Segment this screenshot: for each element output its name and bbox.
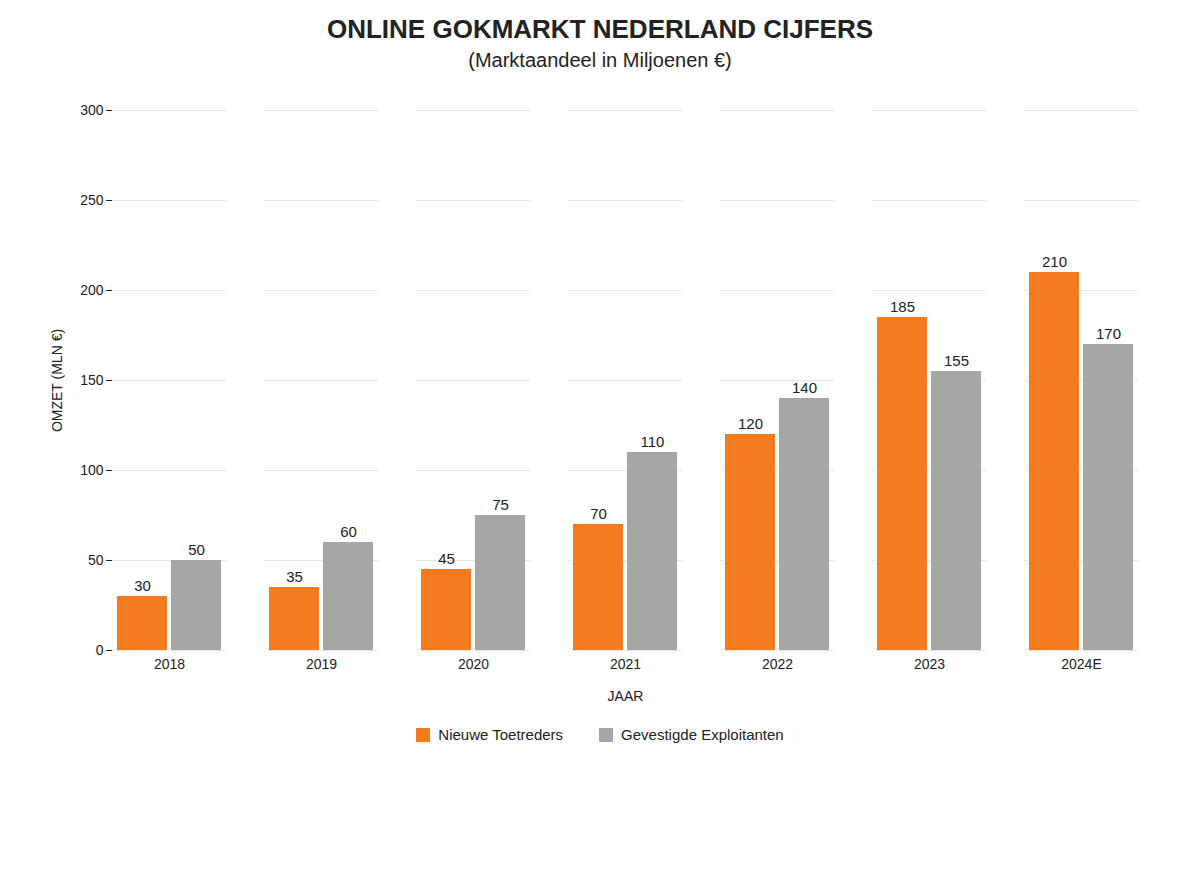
svg-text:50: 50 bbox=[88, 552, 104, 568]
svg-text:2022: 2022 bbox=[762, 656, 793, 672]
svg-text:2023: 2023 bbox=[914, 656, 945, 672]
svg-text:JAAR: JAAR bbox=[608, 688, 644, 704]
svg-text:35: 35 bbox=[286, 568, 303, 585]
svg-text:2019: 2019 bbox=[306, 656, 337, 672]
svg-text:30: 30 bbox=[134, 577, 151, 594]
svg-text:110: 110 bbox=[641, 433, 665, 450]
html-text:ONLINE GOKMARKT NEDERLAND CIJF: ONLINE GOKMARKT NEDERLAND CIJFERS bbox=[327, 14, 873, 44]
svg-text:300: 300 bbox=[80, 102, 104, 118]
svg-text:170: 170 bbox=[1096, 325, 1121, 342]
svg-text:2020: 2020 bbox=[458, 656, 489, 672]
svg-text:45: 45 bbox=[438, 550, 455, 567]
svg-text:50: 50 bbox=[188, 541, 205, 558]
svg-text:100: 100 bbox=[80, 462, 104, 478]
svg-text:155: 155 bbox=[944, 352, 969, 369]
svg-text:250: 250 bbox=[80, 192, 104, 208]
svg-text:60: 60 bbox=[340, 523, 357, 540]
svg-text:140: 140 bbox=[792, 379, 817, 396]
svg-text:2021: 2021 bbox=[610, 656, 641, 672]
svg-text:2018: 2018 bbox=[154, 656, 185, 672]
html-text:Gevestigde Exploitanten: Gevestigde Exploitanten bbox=[621, 726, 784, 743]
svg-text:185: 185 bbox=[890, 298, 915, 315]
svg-text:150: 150 bbox=[80, 372, 104, 388]
svg-text:OMZET (MLN €): OMZET (MLN €) bbox=[49, 329, 65, 432]
svg-text:70: 70 bbox=[590, 505, 607, 522]
html-text:(Marktaandeel in Miljoenen €): (Marktaandeel in Miljoenen €) bbox=[468, 49, 732, 71]
svg-text:210: 210 bbox=[1042, 253, 1067, 270]
html-text:Nieuwe Toetreders: Nieuwe Toetreders bbox=[438, 726, 564, 743]
svg-text:200: 200 bbox=[80, 282, 104, 298]
svg-text:2024E: 2024E bbox=[1061, 656, 1101, 672]
svg-text:0: 0 bbox=[96, 642, 104, 658]
svg-text:120: 120 bbox=[738, 415, 763, 432]
svg-text:75: 75 bbox=[492, 496, 509, 513]
